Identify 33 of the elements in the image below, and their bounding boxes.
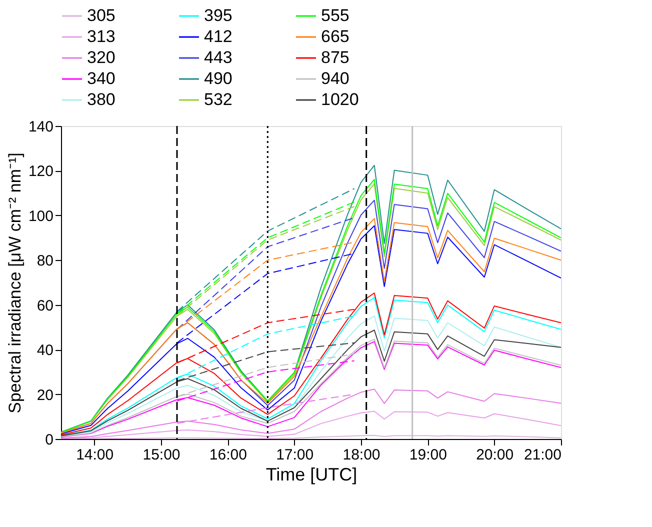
y-tick-label: 120 <box>28 163 54 180</box>
y-tick-label: 80 <box>36 252 54 270</box>
x-tick-label: 15:00 <box>142 446 180 464</box>
legend-label: 490 <box>204 69 232 88</box>
x-tick-label: 17:00 <box>276 446 314 464</box>
legend-label: 1020 <box>321 90 359 109</box>
x-tick-label: 19:00 <box>409 446 447 464</box>
legend-label: 665 <box>321 27 350 46</box>
legend-label: 395 <box>204 6 232 25</box>
y-axis-title: Spectral irradiance [μW cm⁻² nm⁻¹] <box>5 152 24 414</box>
legend-label: 305 <box>87 6 116 25</box>
legend-label: 940 <box>321 69 350 88</box>
x-tick-label: 20:00 <box>476 446 514 464</box>
legend-label: 380 <box>87 90 116 109</box>
y-tick-label: 40 <box>36 342 54 360</box>
legend-label: 875 <box>321 48 350 67</box>
legend-label: 555 <box>321 6 350 25</box>
legend-label: 532 <box>204 90 232 109</box>
x-axis-title: Time [UTC] <box>266 464 358 484</box>
x-tick-label: 14:00 <box>76 446 114 464</box>
y-tick-label: 140 <box>28 118 54 136</box>
legend-label: 320 <box>87 48 116 67</box>
legend-label: 340 <box>87 69 116 88</box>
y-tick-label: 0 <box>45 432 54 448</box>
legend-label: 412 <box>204 27 232 46</box>
y-tick-label: 60 <box>36 297 54 314</box>
y-tick-label: 100 <box>28 208 54 225</box>
y-tick-label: 20 <box>36 386 54 404</box>
legend-label: 443 <box>204 48 232 67</box>
x-tick-label: 16:00 <box>209 446 247 464</box>
x-tick-label: 21:00 <box>524 446 562 464</box>
x-tick-label: 18:00 <box>342 446 380 464</box>
legend-label: 313 <box>87 27 116 46</box>
